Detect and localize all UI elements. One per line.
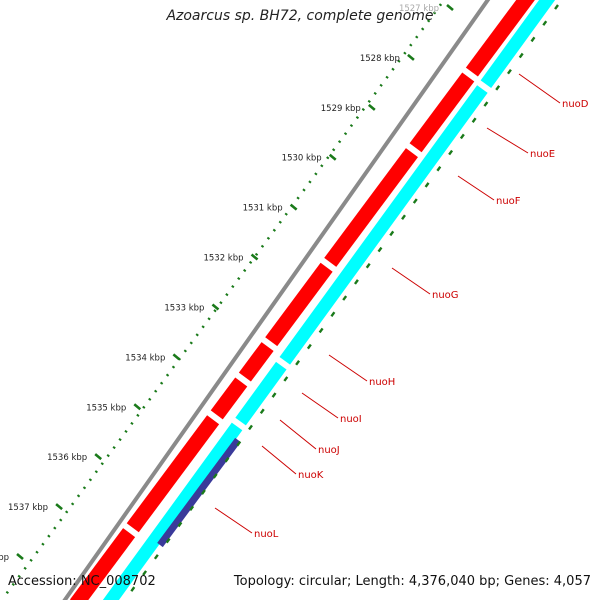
- major-tick: [16, 553, 24, 560]
- scale-label: 1536 kbp: [47, 453, 87, 463]
- major-tick: [446, 4, 454, 11]
- backbone-track: [62, 0, 491, 600]
- gene-label: nuoE: [530, 149, 555, 160]
- gene-label: nuoG: [432, 290, 459, 301]
- accession-text: Accession: NC_008702: [8, 574, 156, 589]
- inner-ticks: [123, 4, 559, 600]
- gene-label: nuoF: [496, 196, 521, 207]
- scale-label: 1535 kbp: [86, 403, 126, 413]
- major-tick: [55, 503, 63, 511]
- scale-labels: 1527 kbp 1528 kbp 1529 kbp 1530 kbp 1531 kbp…: [0, 4, 454, 563]
- scale-label: 1532 kbp: [203, 254, 243, 264]
- backbone-line: [62, 0, 491, 600]
- gene-label: nuoD: [562, 99, 589, 110]
- reverse-gene-segment: [279, 85, 488, 365]
- scale-label: 1527 kbp: [399, 4, 439, 14]
- scale-label: 1529 kbp: [321, 104, 361, 114]
- inner-tick-track: [123, 4, 559, 600]
- scale-label: 1530 kbp: [282, 154, 322, 164]
- minor-tick-track: [2, 0, 446, 598]
- gene-label: nuoK: [298, 470, 324, 481]
- gene-label: nuoL: [254, 529, 279, 540]
- major-tick: [407, 53, 415, 61]
- highlighted-gene-segment: [157, 437, 241, 548]
- forward-strand-track: [69, 0, 535, 600]
- gene-leader-line: [391, 267, 431, 295]
- reverse-gene-segment: [480, 0, 556, 88]
- reverse-gene-segment: [235, 361, 287, 426]
- gene-leader-line: [261, 445, 297, 475]
- gene-leader-line: [328, 354, 368, 382]
- gene-leader-line: [279, 419, 317, 450]
- scale-label: 1538 kbp: [0, 553, 9, 563]
- major-tick: [328, 153, 337, 161]
- reverse-strand-track: [102, 0, 556, 600]
- forward-gene-segment: [465, 0, 535, 77]
- forward-gene-segment: [324, 148, 418, 267]
- major-tick: [289, 203, 298, 211]
- major-tick: [94, 453, 103, 461]
- scale-label: 1531 kbp: [243, 204, 283, 214]
- gene-leader-line: [457, 175, 495, 201]
- gene-leader-line: [486, 127, 529, 154]
- gene-leader-line: [214, 507, 253, 534]
- scale-label: 1533 kbp: [164, 303, 204, 313]
- forward-gene-segment: [69, 528, 136, 600]
- forward-gene-segment: [238, 342, 274, 382]
- scale-label: 1534 kbp: [125, 353, 165, 363]
- major-tick: [172, 353, 181, 361]
- forward-gene-segment: [409, 72, 475, 153]
- gene-leader-line: [518, 73, 561, 104]
- major-tick: [133, 403, 142, 411]
- minor-ticks: [2, 0, 446, 598]
- reverse-gene-segment: [102, 422, 243, 600]
- gene-label: nuoI: [340, 414, 362, 425]
- forward-gene-segment: [265, 262, 333, 347]
- gene-label: nuoJ: [318, 445, 340, 456]
- forward-gene-segment: [210, 377, 248, 420]
- gene-leader-line: [301, 392, 339, 419]
- major-tick: [211, 303, 220, 311]
- major-tick: [367, 103, 376, 111]
- gene-label: nuoH: [369, 377, 395, 388]
- forward-gene-segment: [126, 415, 220, 533]
- genome-title: Azoarcus sp. BH72, complete genome: [166, 8, 434, 24]
- genome-summary-text: Topology: circular; Length: 4,376,040 bp…: [233, 574, 591, 589]
- major-tick: [250, 253, 259, 261]
- gene-labels: nuoD nuoE nuoF nuoG nuoH nuoI nuoJ nuoK nuoL: [214, 73, 589, 540]
- scale-label: 1528 kbp: [360, 54, 400, 64]
- scale-label: 1537 kbp: [8, 503, 48, 513]
